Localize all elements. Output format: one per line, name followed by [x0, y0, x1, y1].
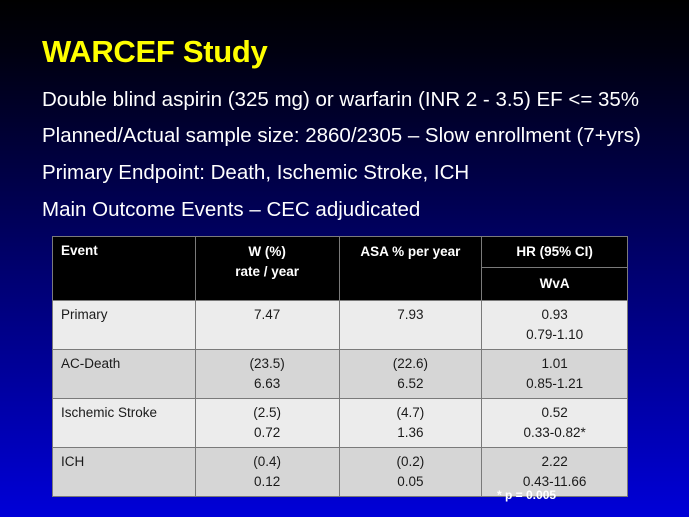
event-name: Ischemic Stroke — [52, 398, 196, 448]
header-hr: HR (95% CI) — [481, 236, 628, 268]
table-row: AC-Death (23.5) 6.63 (22.6) 6.52 1.01 0.85-… — [52, 349, 628, 399]
header-warfarin-line1: W (%) — [248, 244, 286, 259]
header-warfarin: W (%) rate / year — [194, 236, 340, 301]
table-row: Ischemic Stroke (2.5) 0.72 (4.7) 1.36 0.52… — [52, 398, 628, 448]
header-warfarin-line2: rate / year — [235, 264, 300, 279]
asa-value: (0.2) 0.05 — [338, 447, 483, 497]
hr-value: 0.52 0.33-0.82* — [481, 398, 628, 448]
warfarin-value: (0.4) 0.12 — [194, 447, 340, 497]
hr-value: 1.01 0.85-1.21 — [481, 349, 628, 399]
table-row: Primary 7.47 7.93 0.93 0.79-1.10 — [52, 300, 628, 350]
event-name: ICH — [52, 447, 196, 497]
header-event: Event — [52, 236, 196, 301]
bullet-design: Double blind aspirin (325 mg) or warfari… — [42, 88, 640, 111]
slide-title: WARCEF Study — [42, 34, 268, 69]
footnote: * p = 0.005 — [497, 488, 557, 502]
warfarin-value: (2.5) 0.72 — [194, 398, 340, 448]
table-row: ICH (0.4) 0.12 (0.2) 0.05 2.22 0.43-11.66 — [52, 447, 628, 497]
asa-value: (22.6) 6.52 — [338, 349, 483, 399]
bullet-outcome-events: Main Outcome Events – CEC adjudicated — [42, 198, 421, 221]
header-asa: ASA % per year — [338, 236, 483, 301]
outcome-events-table: Event W (%) rate / year ASA % per year H… — [52, 236, 628, 497]
asa-value: 7.93 — [338, 300, 483, 350]
asa-value: (4.7) 1.36 — [338, 398, 483, 448]
event-name: Primary — [52, 300, 196, 350]
bullet-primary-endpoint: Primary Endpoint: Death, Ischemic Stroke… — [42, 161, 470, 184]
hr-value: 2.22 0.43-11.66 — [481, 447, 628, 497]
bullet-sample-size: Planned/Actual sample size: 2860/2305 – … — [42, 124, 641, 147]
warfarin-value: 7.47 — [194, 300, 340, 350]
warfarin-value: (23.5) 6.63 — [194, 349, 340, 399]
event-name: AC-Death — [52, 349, 196, 399]
header-hr-wva: WvA — [481, 267, 628, 301]
hr-value: 0.93 0.79-1.10 — [481, 300, 628, 350]
